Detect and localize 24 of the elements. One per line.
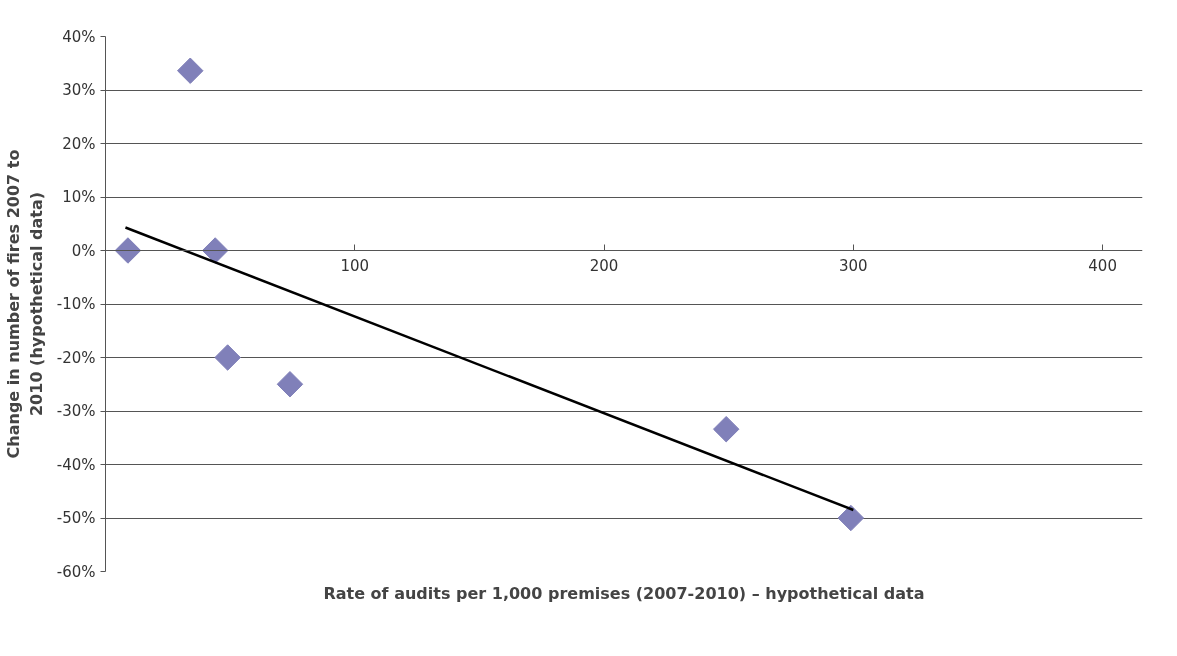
- y-tick-label: 0%: [71, 241, 96, 260]
- point: [276, 371, 304, 398]
- point: [837, 504, 865, 532]
- y-axis-title: Change in number of fires 2007 to 2010 (hypothetical data): [3, 149, 46, 459]
- y-tick-label: -50%: [56, 509, 96, 527]
- x-tick-label: 300: [839, 256, 868, 275]
- y-tick-label: 20%: [62, 134, 96, 153]
- x-tick-label: 100: [340, 256, 370, 275]
- y-tick-label: 40%: [62, 27, 96, 46]
- y-tick-label: -40%: [56, 455, 96, 474]
- point: [712, 415, 740, 443]
- point: [214, 344, 241, 371]
- x-axis-title: Rate of audits per 1,000 premises (2007-2010) – hypothetical data: [323, 583, 925, 603]
- y-tick-label: 10%: [62, 188, 96, 206]
- y-tick-label: -20%: [56, 348, 96, 367]
- point: [177, 57, 204, 84]
- point: [201, 237, 229, 264]
- y-tick-label: -10%: [56, 295, 96, 313]
- y-tick-label: -60%: [56, 562, 96, 581]
- y-tick-label: 30%: [62, 81, 96, 99]
- x-tick-label: 200: [589, 256, 619, 275]
- x-tick-label: 400: [1088, 256, 1117, 275]
- y-tick-label: -30%: [56, 402, 96, 420]
- point: [114, 237, 142, 264]
